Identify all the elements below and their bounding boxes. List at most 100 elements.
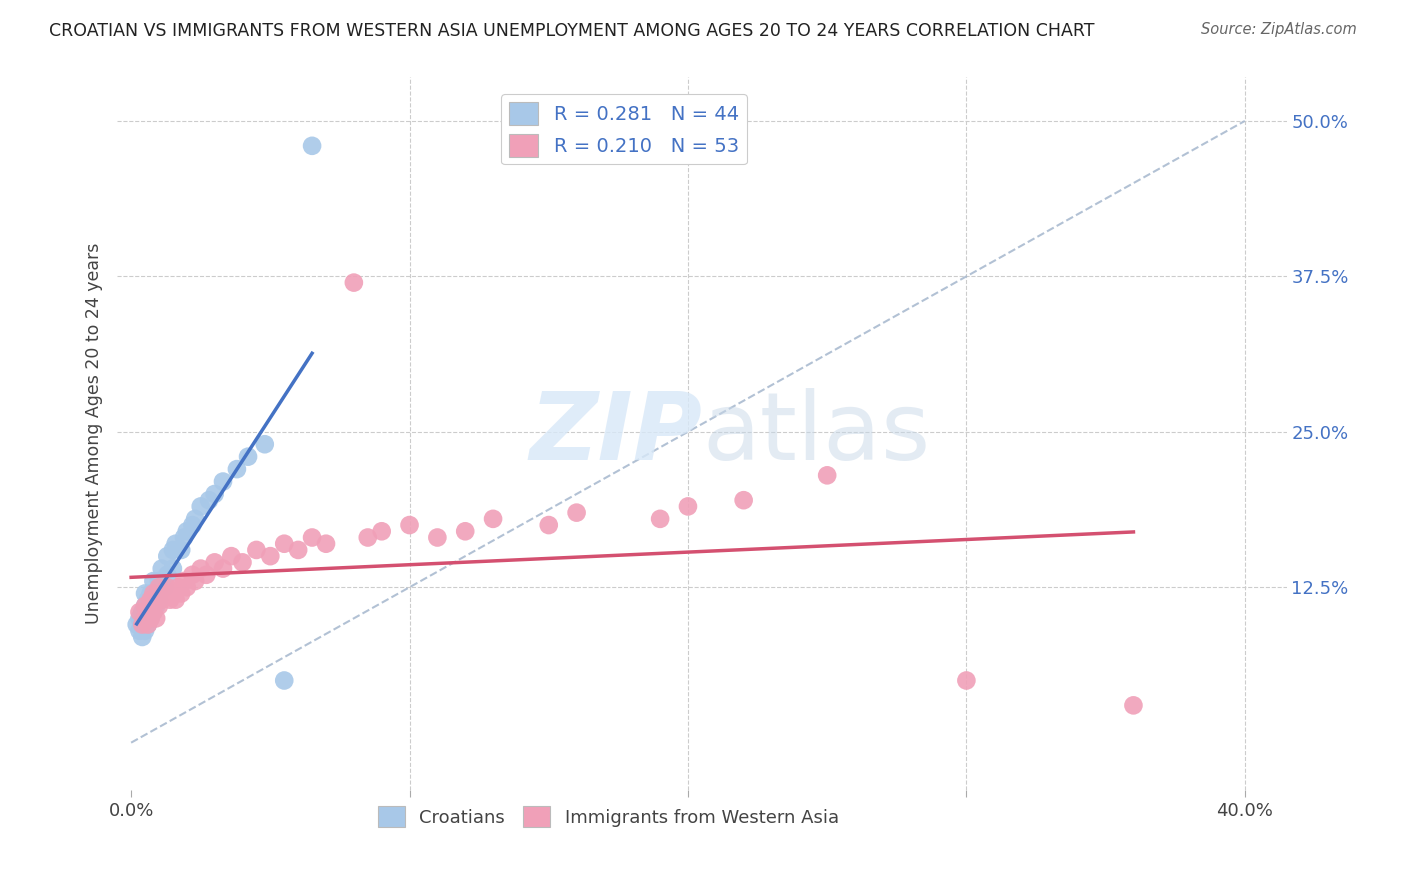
Point (226, 462, 249, 476)
Point (162, 586, 184, 600)
Point (136, 605, 159, 619)
Point (198, 493, 221, 508)
Point (212, 561, 235, 575)
Point (139, 592, 162, 607)
Point (245, 543, 267, 558)
Point (315, 537, 337, 551)
Point (815, 468, 838, 483)
Point (650, 512, 672, 526)
Point (195, 567, 218, 582)
Y-axis label: Unemployment Among Ages 20 to 24 years: Unemployment Among Ages 20 to 24 years (86, 243, 103, 624)
Point (426, 531, 449, 545)
Point (148, 580, 170, 594)
Point (190, 561, 212, 575)
Point (273, 537, 295, 551)
Point (273, 673, 295, 688)
Point (221, 549, 243, 563)
Point (128, 605, 150, 619)
Point (145, 586, 167, 600)
Point (128, 611, 150, 625)
Point (184, 512, 207, 526)
Point (482, 512, 505, 526)
Point (148, 599, 170, 613)
Legend: Croatians, Immigrants from Western Asia: Croatians, Immigrants from Western Asia (371, 799, 846, 834)
Point (142, 592, 165, 607)
Point (190, 500, 212, 514)
Point (565, 506, 588, 520)
Point (136, 617, 159, 632)
Point (236, 450, 259, 464)
Point (145, 611, 167, 625)
Point (454, 524, 477, 539)
Point (134, 599, 156, 613)
Point (733, 493, 755, 508)
Point (142, 574, 165, 588)
Point (148, 574, 170, 588)
Point (398, 518, 420, 533)
Point (162, 543, 184, 558)
Point (131, 617, 153, 632)
Point (170, 586, 193, 600)
Point (253, 437, 276, 451)
Point (176, 524, 198, 539)
Point (212, 475, 235, 489)
Text: Source: ZipAtlas.com: Source: ZipAtlas.com (1201, 22, 1357, 37)
Point (134, 611, 156, 625)
Point (131, 617, 153, 632)
Point (159, 592, 181, 607)
Point (145, 592, 167, 607)
Point (139, 611, 162, 625)
Text: atlas: atlas (702, 388, 931, 480)
Point (156, 549, 179, 563)
Point (301, 531, 323, 545)
Point (176, 580, 198, 594)
Point (139, 611, 162, 625)
Point (156, 567, 179, 582)
Point (162, 561, 184, 575)
Point (357, 531, 380, 545)
Point (128, 624, 150, 638)
Point (204, 487, 226, 501)
Point (139, 599, 162, 613)
Point (181, 518, 204, 533)
Point (955, 673, 977, 688)
Point (131, 605, 153, 619)
Point (165, 537, 187, 551)
Point (136, 592, 159, 607)
Point (131, 630, 153, 644)
Point (148, 592, 170, 607)
Point (370, 524, 392, 539)
Point (181, 567, 204, 582)
Point (156, 580, 179, 594)
Point (676, 500, 699, 514)
Point (139, 586, 162, 600)
Point (287, 543, 309, 558)
Point (1122, 698, 1144, 713)
Point (170, 543, 193, 558)
Point (343, 276, 366, 290)
Point (153, 586, 176, 600)
Point (173, 574, 195, 588)
Text: ZIP: ZIP (529, 388, 702, 480)
Point (231, 555, 253, 569)
Point (125, 617, 148, 632)
Point (537, 518, 560, 533)
Point (153, 580, 176, 594)
Point (150, 561, 173, 575)
Point (204, 555, 226, 569)
Point (134, 611, 156, 625)
Point (150, 592, 173, 607)
Point (259, 549, 281, 563)
Point (165, 592, 187, 607)
Point (142, 586, 165, 600)
Point (173, 531, 195, 545)
Point (134, 586, 156, 600)
Point (184, 574, 207, 588)
Point (167, 580, 190, 594)
Point (145, 599, 167, 613)
Point (301, 138, 323, 153)
Point (136, 605, 159, 619)
Point (142, 605, 165, 619)
Point (142, 605, 165, 619)
Point (134, 624, 156, 638)
